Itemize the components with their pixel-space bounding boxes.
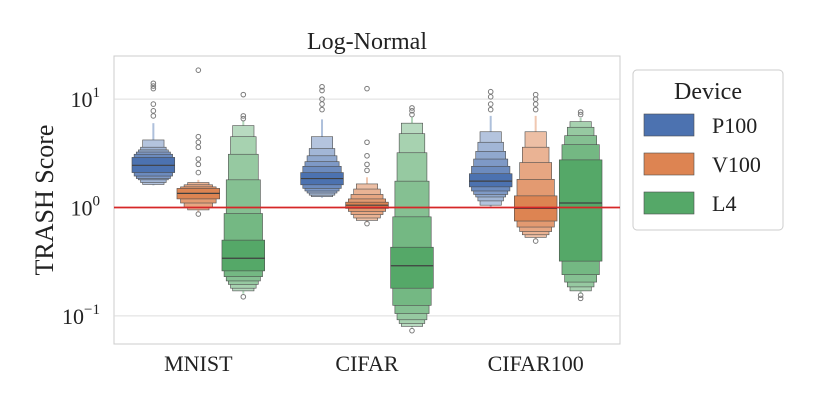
- outlier-point: [409, 327, 415, 334]
- legend-label: L4: [712, 191, 736, 216]
- outlier-point: [577, 295, 584, 302]
- outlier-point: [319, 106, 325, 113]
- outlier-point: [150, 83, 157, 89]
- outlier-point: [195, 156, 202, 162]
- legend-frame: [632, 69, 784, 231]
- y-axis-label: TRASH Score: [30, 125, 59, 276]
- boxen-groups: [131, 67, 603, 334]
- boxen-level: [390, 246, 434, 289]
- legend-swatch-v100: [643, 152, 695, 176]
- x-tick-label: MNIST: [164, 351, 233, 376]
- outlier-point: [364, 139, 370, 146]
- x-tick-label: CIFAR: [335, 351, 398, 376]
- outlier-point: [150, 80, 157, 87]
- boxen-level: [221, 239, 265, 272]
- outlier-point: [319, 83, 325, 90]
- legend-title: Device: [674, 79, 742, 105]
- outlier-point: [532, 106, 539, 113]
- boxen-l4-cifar100: [558, 109, 603, 302]
- y-tick-exponent: 1: [93, 85, 101, 101]
- outlier-point: [195, 211, 202, 217]
- boxen-p100-mnist: [131, 80, 176, 186]
- outlier-point: [364, 167, 370, 174]
- legend-label: V100: [712, 152, 761, 177]
- boxen-v100-cifar: [345, 85, 389, 227]
- y-tick-exponent: 0: [93, 193, 101, 209]
- outlier-point: [532, 91, 539, 98]
- outlier-point: [195, 67, 202, 73]
- outlier-point: [150, 108, 157, 114]
- boxen-l4-cifar: [390, 105, 434, 334]
- legend: Device P100 V100 L4: [632, 69, 784, 231]
- x-ticks: MNIST CIFAR CIFAR100: [164, 351, 584, 376]
- y-tick-label: 101: [71, 85, 101, 112]
- outlier-point: [195, 133, 202, 140]
- x-tick-label: CIFAR100: [488, 351, 584, 376]
- outlier-point: [409, 111, 415, 118]
- outlier-point: [240, 91, 247, 98]
- outlier-point: [150, 101, 157, 107]
- legend-label: P100: [712, 113, 757, 138]
- outlier-point: [487, 106, 494, 113]
- outlier-point: [240, 115, 247, 122]
- outlier-point: [577, 292, 584, 299]
- y-tick-base: 10: [62, 304, 84, 329]
- boxen-l4-mnist: [221, 91, 265, 300]
- boxen-v100-cifar100: [514, 91, 558, 244]
- y-tick-label: 10−1: [62, 302, 100, 329]
- outlier-point: [150, 85, 157, 92]
- outlier-point: [577, 111, 584, 118]
- boxen-level: [558, 159, 603, 262]
- outlier-point: [364, 152, 370, 159]
- boxen-p100-cifar100: [469, 88, 513, 208]
- y-tick-exponent: −1: [84, 302, 100, 318]
- legend-swatch-l4: [643, 191, 695, 215]
- outlier-point: [364, 161, 370, 168]
- outlier-point: [487, 101, 494, 107]
- outlier-point: [532, 238, 539, 244]
- boxen-level: [469, 173, 513, 188]
- boxen-p100-cifar: [300, 83, 344, 198]
- outlier-point: [195, 161, 202, 168]
- chart-title: Log-Normal: [307, 29, 427, 55]
- y-tick-label: 100: [71, 193, 101, 220]
- outlier-point: [240, 293, 247, 300]
- outlier-point: [364, 85, 370, 92]
- boxen-v100-mnist: [176, 67, 220, 217]
- legend-items: P100 V100 L4: [643, 113, 761, 216]
- outlier-point: [577, 109, 584, 115]
- outlier-point: [364, 220, 370, 227]
- outlier-point: [240, 113, 247, 119]
- y-tick-base: 10: [71, 87, 93, 112]
- y-tick-base: 10: [71, 195, 93, 220]
- outlier-point: [195, 169, 202, 176]
- outlier-point: [319, 87, 325, 94]
- outlier-point: [487, 88, 494, 95]
- outlier-point: [409, 105, 415, 111]
- outlier-point: [319, 96, 325, 102]
- legend-swatch-p100: [643, 113, 695, 137]
- outlier-point: [409, 108, 415, 114]
- outlier-point: [195, 139, 202, 146]
